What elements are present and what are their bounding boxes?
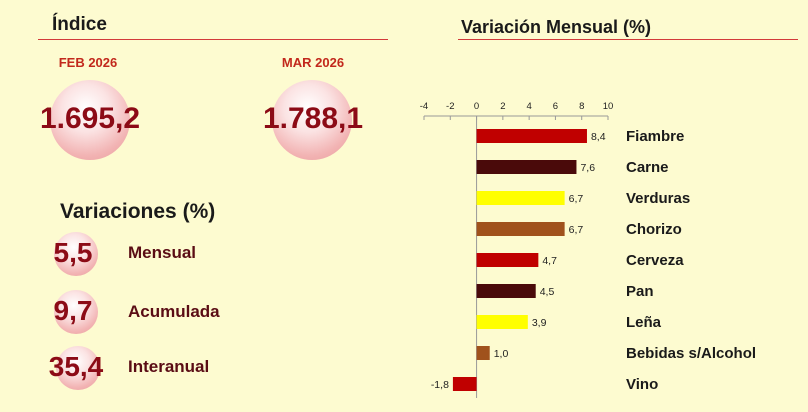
variacion-bubble-acumulada — [54, 290, 98, 334]
chart-title-rule — [458, 39, 798, 40]
variacion-value-acumulada: 9,7 — [53, 295, 93, 326]
category-label: Vino — [626, 376, 658, 393]
bar — [476, 129, 587, 143]
variaciones-title: Variaciones (%) — [60, 200, 216, 223]
variacion-label-interanual: Interanual — [128, 357, 210, 376]
indice-title: Índice — [52, 14, 107, 35]
period-label-feb: FEB 2026 — [58, 55, 118, 70]
x-tick-label: 8 — [579, 101, 584, 112]
index-value-feb: 1.695,2 — [39, 102, 141, 135]
bar-value-label: 3,9 — [532, 317, 547, 329]
category-label: Verduras — [626, 190, 690, 207]
variacion-value-interanual: 35,4 — [48, 351, 104, 382]
x-tick-label: -4 — [420, 101, 428, 112]
index-bubble-feb — [50, 80, 130, 160]
category-label: Chorizo — [626, 221, 682, 238]
category-label: Carne — [626, 159, 669, 176]
x-tick-label: 2 — [500, 101, 505, 112]
bar-value-label: 7,6 — [580, 162, 595, 174]
bar-value-label: 6,7 — [569, 224, 584, 236]
bar-value-label: 4,5 — [540, 286, 555, 298]
variacion-bubble-interanual — [56, 346, 100, 390]
bar — [476, 160, 577, 174]
x-tick-label: 6 — [553, 101, 558, 112]
category-label: Cerveza — [626, 252, 684, 269]
bar — [452, 377, 477, 391]
category-label: Bebidas s/Alcohol — [626, 345, 756, 362]
bar — [476, 222, 565, 236]
bar-value-label: 8,4 — [591, 131, 606, 143]
category-label: Leña — [626, 314, 662, 331]
chart-title: Variación Mensual (%) — [461, 17, 652, 37]
bar — [476, 315, 528, 329]
variacion-value-mensual: 5,5 — [53, 237, 93, 268]
bar — [476, 346, 490, 360]
variacion-label-mensual: Mensual — [128, 243, 197, 262]
x-tick-label: 4 — [526, 101, 531, 112]
bar-value-label: 4,7 — [542, 255, 557, 267]
indice-rule — [38, 39, 388, 40]
x-tick-label: 10 — [603, 101, 614, 112]
bar — [476, 284, 536, 298]
category-label: Pan — [626, 283, 654, 300]
category-label: Fiambre — [626, 128, 684, 145]
variacion-bubble-mensual — [54, 232, 98, 276]
index-value-mar: 1.788,1 — [262, 102, 364, 135]
bar — [476, 191, 565, 205]
bar-value-label: 6,7 — [569, 193, 584, 205]
bar-value-label: 1,0 — [494, 348, 509, 360]
x-tick-label: -2 — [446, 101, 454, 112]
bar-value-label: -1,8 — [431, 379, 449, 391]
variacion-label-acumulada: Acumulada — [128, 302, 220, 321]
bar — [476, 253, 539, 267]
x-tick-label: 0 — [474, 101, 479, 112]
period-label-mar: MAR 2026 — [281, 55, 345, 70]
index-bubble-mar — [272, 80, 352, 160]
